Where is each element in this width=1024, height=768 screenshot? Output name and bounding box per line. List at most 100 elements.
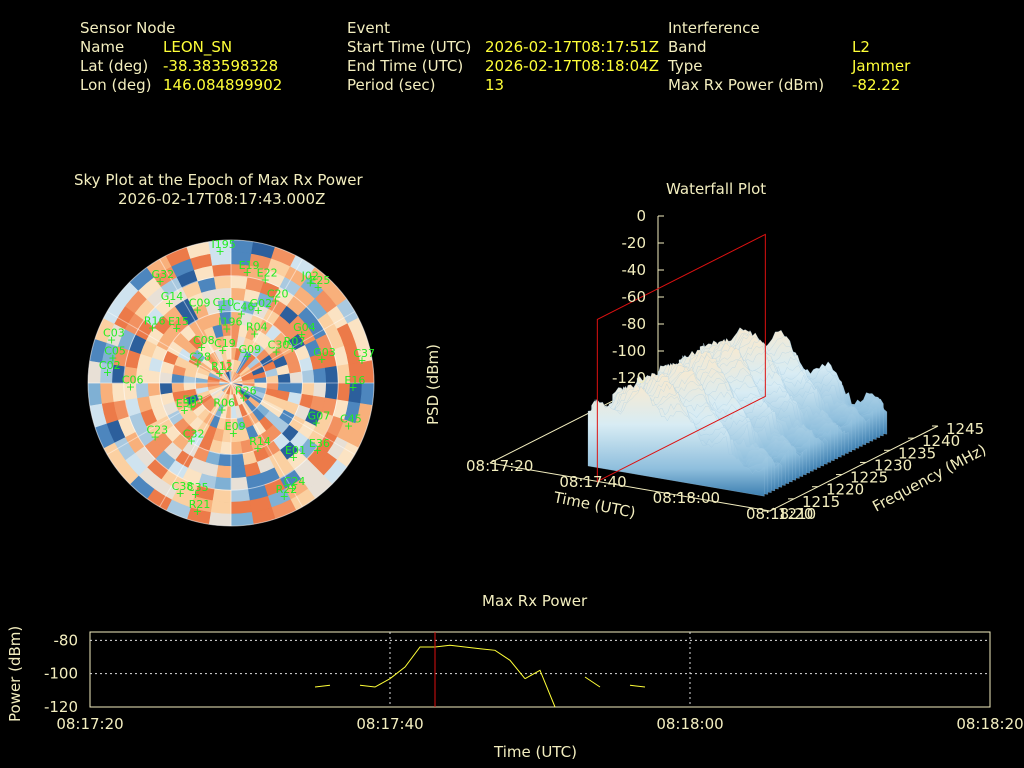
- sky-plot: +I195+G32 +E19+E22+J02+E25+G14 +C20+C09 +C1…: [87, 238, 375, 527]
- satellite-label: C06: [122, 374, 144, 387]
- sky-cell: [324, 365, 339, 384]
- satellite-marker: +: [108, 352, 117, 365]
- satellite-label: R07: [284, 335, 306, 348]
- satellite-label: G04: [293, 321, 316, 334]
- satellite-marker: +: [271, 295, 280, 308]
- waterfall-time-tick: [489, 459, 495, 464]
- satellite-label: E22: [257, 266, 278, 279]
- satellite-marker: +: [191, 488, 200, 501]
- satellite-marker: +: [288, 342, 297, 355]
- satellite-marker: +: [317, 353, 326, 366]
- satellite-label: R22: [276, 483, 298, 496]
- maxrx-series: [314, 644, 646, 708]
- sky-elevation-ring: [87, 239, 375, 527]
- satellite-marker: +: [254, 304, 263, 317]
- interference-band-value: L2: [852, 38, 870, 56]
- sensor-lat-label: Lat (deg): [80, 57, 149, 75]
- maxrx-xlabel: Time (UTC): [494, 743, 577, 761]
- maxrx-y-tick-label: -100: [44, 665, 78, 683]
- satellite-label: C08: [193, 334, 215, 347]
- sky-plot-title: Sky Plot at the Epoch of Max Rx Power: [74, 171, 363, 189]
- maxrx-grid: [90, 632, 990, 707]
- waterfall-z-tick-label: -80: [622, 315, 647, 333]
- maxrx-x-tick-label: 08:17:40: [356, 715, 423, 733]
- satellite-label: R12: [211, 360, 233, 373]
- satellite-label: C37: [353, 347, 375, 360]
- satellite-label: E09: [225, 420, 246, 433]
- satellite-label: C30: [268, 339, 290, 352]
- sky-satellites: +I195+G32 +E19+E22+J02+E25+G14 +C20+C09 +C1…: [99, 238, 375, 518]
- satellite-label: J02: [301, 269, 319, 282]
- sky-cell: [88, 382, 102, 406]
- satellite-label: E36: [309, 437, 330, 450]
- sky-cell: [213, 476, 232, 491]
- sky-cell: [324, 382, 339, 401]
- satellite-label: G02: [250, 297, 273, 310]
- maxrx-x-tick-label: 08:17:20: [56, 715, 123, 733]
- maxrx-line-segment: [584, 676, 601, 688]
- sensor-lon-value: 146.084899902: [163, 76, 283, 94]
- satellite-marker: +: [180, 404, 189, 417]
- waterfall-z-tick-label: -20: [622, 234, 647, 252]
- sky-cell: [230, 465, 247, 479]
- maxrx-line-segment: [314, 684, 331, 688]
- satellite-label: C03: [103, 326, 125, 339]
- satellite-marker: +: [357, 354, 366, 367]
- sky-azimuth-spoke: [230, 382, 303, 508]
- sky-cell: [230, 488, 250, 503]
- sensor-name-label: Name: [80, 38, 125, 56]
- satellite-marker: +: [148, 322, 157, 335]
- event-title: Event: [347, 19, 390, 37]
- sky-cell: [213, 275, 232, 290]
- satellite-marker: +: [165, 297, 174, 310]
- waterfall-plot: 0 -20 -40 -60 -80 -100 -120 08:17:20 08:17:40 08:…: [424, 207, 989, 523]
- waterfall-frequency-tick-label: 1210: [778, 505, 816, 523]
- sky-azimuth-spoke: [106, 382, 232, 455]
- satellite-marker: +: [288, 482, 297, 495]
- satellite-marker: +: [187, 434, 196, 447]
- interference-power-label: Max Rx Power (dBm): [668, 76, 825, 94]
- waterfall-time-tick-label: 08:17:20: [466, 457, 533, 475]
- waterfall-marker-plane: [596, 233, 766, 483]
- satellite-label: C10: [213, 296, 235, 309]
- satellite-marker: +: [250, 328, 259, 341]
- maxrx-y-tick-label: -120: [44, 698, 78, 716]
- sensor-lon-label: Lon (deg): [80, 76, 152, 94]
- satellite-marker: +: [187, 400, 196, 413]
- satellite-marker: +: [197, 341, 206, 354]
- satellite-marker: +: [348, 381, 357, 394]
- event-end-value: 2026-02-17T08:18:04Z: [485, 57, 659, 75]
- satellite-marker: +: [229, 427, 238, 440]
- satellite-label: C23: [146, 424, 168, 437]
- waterfall-xlabel: Time (UTC): [551, 488, 637, 522]
- satellite-label: G32: [152, 268, 175, 281]
- satellite-marker: +: [313, 444, 322, 457]
- waterfall-frequency-axis: [769, 425, 939, 512]
- waterfall-epoch-plane: [596, 233, 766, 483]
- satellite-marker: +: [172, 322, 181, 335]
- sky-plot-epoch: 2026-02-17T08:17:43.000Z: [118, 190, 326, 208]
- satellite-marker: +: [312, 416, 321, 429]
- waterfall-time-tick: [676, 491, 681, 496]
- satellite-marker: +: [215, 245, 224, 258]
- satellite-marker: +: [126, 381, 135, 394]
- satellite-marker: +: [150, 431, 159, 444]
- satellite-marker: +: [215, 367, 224, 380]
- sky-azimuth-spoke: [230, 311, 356, 384]
- maxrx-x-tick-label: 08:18:00: [656, 715, 723, 733]
- waterfall-time-axis: [489, 462, 771, 512]
- sky-cell: [212, 263, 232, 278]
- maxrx-frame: [89, 631, 991, 708]
- satellite-label: G14: [161, 290, 184, 303]
- sky-azimuth-spoke: [159, 382, 232, 508]
- maxrx-y-tick-label: -80: [54, 631, 79, 649]
- sky-cell: [212, 488, 232, 503]
- sky-grid: [87, 239, 375, 527]
- satellite-label: E15: [168, 315, 189, 328]
- event-period-value: 13: [485, 76, 505, 94]
- maxrx-line-segment: [629, 684, 646, 688]
- sky-azimuth-spoke: [159, 258, 232, 384]
- sky-cell: [208, 512, 232, 526]
- sky-elevation-ring: [194, 346, 268, 420]
